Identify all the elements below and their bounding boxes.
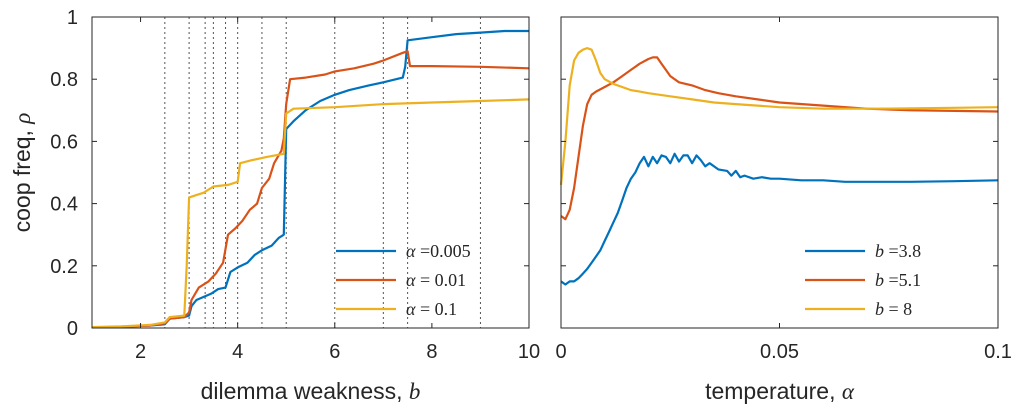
legend-item: α = 0.1 [336,299,457,319]
legend-symbol: b [875,299,884,319]
legend-label: α =0.005 [406,241,471,261]
legend: b =3.8b =5.1b = 8 [805,241,921,319]
legend-symbol: b [875,241,884,261]
series-line [91,29,529,329]
legend-value: = 8 [884,299,912,319]
x-tick-label: 4 [232,341,243,363]
x-axis-label: dilemma weakness, b [201,378,421,404]
y-tick-label: 0 [67,318,78,340]
legend-symbol: b [875,270,884,290]
legend-value: = 0.1 [415,299,457,319]
legend-value: =5.1 [884,270,921,290]
x-tick-label: 0.05 [760,341,799,363]
x-tick-label: 10 [518,341,540,363]
series-line [559,47,999,186]
legend-item: α = 0.01 [336,270,466,290]
y-axis-label-text: coop freq, [9,130,35,232]
y-axis-label: coop freq, ρ [9,113,35,233]
plot-area [559,47,999,286]
x-tick-label: 6 [329,341,340,363]
series-line [91,98,530,329]
legend-symbol: α [406,270,416,290]
legend-symbol: α [406,299,416,319]
x-tick-label: 2 [135,341,146,363]
series-line [560,152,999,286]
y-tick-label: 1 [67,7,78,29]
x-axis-label-text: dilemma weakness, [201,378,403,404]
x-axis-label: temperature, α [705,378,855,404]
legend-value: = 0.01 [415,270,466,290]
y-axis-label-symbol: ρ [10,113,35,125]
x-tick-label: 0.1 [984,341,1012,363]
legend-item: α =0.005 [336,241,471,261]
legend-item: b =5.1 [805,270,921,290]
legend-label: α = 0.1 [406,299,457,319]
series-line [560,56,999,221]
x-axis-label-text: temperature, [705,378,835,404]
axes-box [91,16,530,329]
legend-label: b =3.8 [875,241,921,261]
x-tick-label: 8 [426,341,437,363]
y-tick-label: 0.4 [50,194,78,216]
legend-item: b = 8 [805,299,912,319]
legend-label: α = 0.01 [406,270,466,290]
legend-value: =3.8 [884,241,921,261]
legend-label: b = 8 [875,299,912,319]
y-tick-label: 0.8 [50,69,78,91]
x-tick-label: 0 [555,341,566,363]
x-axis-label-symbol: b [409,379,421,404]
legend-symbol: α [406,241,416,261]
series-line [91,50,530,329]
legend-item: b =3.8 [805,241,921,261]
axes-box [560,16,999,329]
legend-value: =0.005 [415,241,470,261]
panel-1: 2 4 6 8 10 0 0.2 0.4 0.6 0.8 1 dilemma weakness, b c… [9,7,540,404]
plot-area [91,29,530,329]
y-tick-label: 0.2 [50,256,78,278]
y-tick-label: 0.6 [50,131,78,153]
legend-label: b =5.1 [875,270,921,290]
x-axis-label-symbol: α [842,379,855,404]
